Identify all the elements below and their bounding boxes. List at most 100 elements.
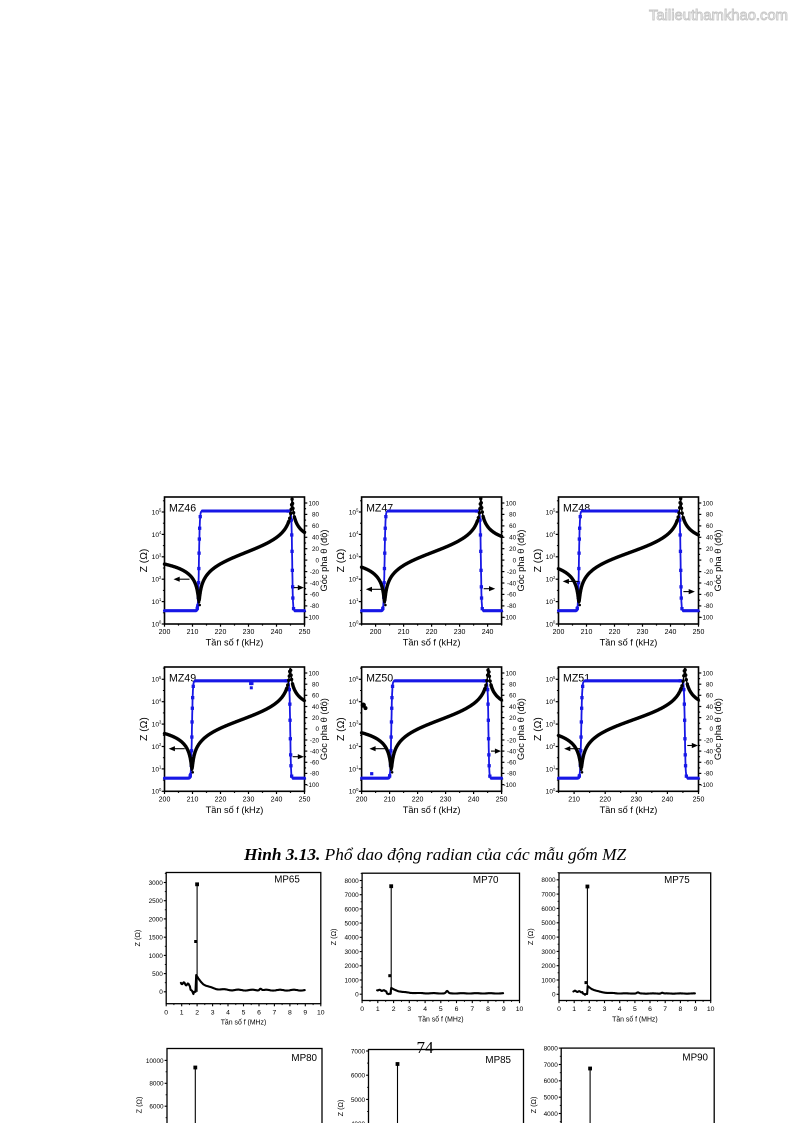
svg-text:Tần số f (kHz): Tần số f (kHz) bbox=[206, 805, 264, 815]
svg-text:100: 100 bbox=[702, 500, 713, 507]
svg-text:103: 103 bbox=[349, 720, 359, 729]
svg-text:-80: -80 bbox=[704, 603, 714, 610]
svg-text:250: 250 bbox=[693, 796, 705, 803]
svg-text:Tần số f (kHz): Tần số f (kHz) bbox=[206, 638, 264, 648]
svg-text:104: 104 bbox=[546, 530, 556, 539]
svg-text:Z (Ω): Z (Ω) bbox=[533, 549, 544, 573]
svg-text:3: 3 bbox=[603, 1006, 607, 1013]
svg-text:103: 103 bbox=[152, 720, 162, 729]
svg-text:1000: 1000 bbox=[344, 977, 359, 984]
svg-text:-80: -80 bbox=[507, 771, 517, 778]
svg-text:MP75: MP75 bbox=[664, 875, 690, 886]
svg-text:8000: 8000 bbox=[149, 1081, 164, 1088]
svg-text:101: 101 bbox=[546, 597, 556, 606]
svg-text:80: 80 bbox=[706, 682, 714, 689]
svg-text:10000: 10000 bbox=[146, 1058, 164, 1065]
svg-text:210: 210 bbox=[187, 796, 199, 803]
svg-text:250: 250 bbox=[693, 629, 705, 636]
svg-text:40: 40 bbox=[509, 535, 517, 542]
svg-text:200: 200 bbox=[159, 629, 171, 636]
svg-text:100: 100 bbox=[349, 787, 359, 796]
svg-text:250: 250 bbox=[299, 796, 311, 803]
svg-text:250: 250 bbox=[299, 629, 311, 636]
svg-text:-40: -40 bbox=[704, 580, 714, 587]
svg-text:102: 102 bbox=[349, 575, 359, 584]
svg-text:101: 101 bbox=[349, 597, 359, 606]
svg-text:60: 60 bbox=[509, 693, 517, 700]
svg-text:4000: 4000 bbox=[541, 935, 556, 942]
svg-text:6: 6 bbox=[648, 1006, 652, 1013]
svg-text:-80: -80 bbox=[704, 771, 714, 778]
svg-text:7000: 7000 bbox=[351, 1048, 366, 1055]
svg-text:104: 104 bbox=[546, 697, 556, 706]
svg-text:-100: -100 bbox=[700, 782, 713, 789]
svg-text:Z (Ω): Z (Ω) bbox=[336, 1100, 345, 1117]
svg-text:9: 9 bbox=[303, 1009, 307, 1016]
svg-text:6: 6 bbox=[455, 1006, 459, 1013]
svg-text:1000: 1000 bbox=[541, 977, 556, 984]
svg-text:0: 0 bbox=[709, 557, 713, 564]
svg-text:100: 100 bbox=[506, 670, 517, 677]
svg-text:230: 230 bbox=[630, 796, 642, 803]
svg-text:MP80: MP80 bbox=[291, 1053, 317, 1064]
svg-text:240: 240 bbox=[662, 796, 674, 803]
svg-text:105: 105 bbox=[349, 675, 359, 684]
svg-text:-40: -40 bbox=[310, 748, 320, 755]
svg-text:240: 240 bbox=[468, 796, 480, 803]
svg-text:MP90: MP90 bbox=[682, 1053, 708, 1064]
svg-text:Tần số f (kHz): Tần số f (kHz) bbox=[600, 805, 658, 815]
svg-text:Z (Ω): Z (Ω) bbox=[139, 549, 150, 573]
svg-text:4000: 4000 bbox=[351, 1121, 366, 1123]
svg-text:5000: 5000 bbox=[541, 920, 556, 927]
svg-text:1500: 1500 bbox=[149, 935, 164, 942]
svg-text:101: 101 bbox=[546, 765, 556, 774]
svg-text:250: 250 bbox=[496, 796, 508, 803]
svg-text:60: 60 bbox=[509, 523, 517, 530]
svg-text:-20: -20 bbox=[507, 569, 517, 576]
svg-text:104: 104 bbox=[349, 530, 359, 539]
svg-text:Z (Ω): Z (Ω) bbox=[139, 717, 150, 741]
svg-text:200: 200 bbox=[370, 629, 382, 636]
svg-text:Góc pha θ (độ): Góc pha θ (độ) bbox=[319, 698, 329, 760]
svg-text:-60: -60 bbox=[507, 592, 517, 599]
svg-text:1000: 1000 bbox=[149, 953, 164, 960]
svg-text:102: 102 bbox=[546, 742, 556, 751]
svg-text:-20: -20 bbox=[310, 737, 320, 744]
svg-text:105: 105 bbox=[546, 675, 556, 684]
svg-text:7000: 7000 bbox=[544, 1062, 559, 1069]
svg-text:Tần số f (MHz): Tần số f (MHz) bbox=[612, 1015, 658, 1024]
svg-text:210: 210 bbox=[581, 629, 593, 636]
svg-text:2: 2 bbox=[392, 1006, 396, 1013]
svg-text:103: 103 bbox=[546, 552, 556, 561]
svg-text:MZ48: MZ48 bbox=[563, 503, 590, 515]
svg-text:100: 100 bbox=[308, 670, 319, 677]
svg-text:40: 40 bbox=[312, 535, 320, 542]
svg-text:MZ46: MZ46 bbox=[169, 503, 196, 515]
svg-text:80: 80 bbox=[706, 512, 714, 519]
svg-text:104: 104 bbox=[152, 697, 162, 706]
svg-text:220: 220 bbox=[426, 629, 438, 636]
svg-text:-80: -80 bbox=[310, 603, 320, 610]
svg-text:100: 100 bbox=[308, 500, 319, 507]
svg-text:0: 0 bbox=[315, 726, 319, 733]
svg-text:8: 8 bbox=[486, 1006, 490, 1013]
svg-text:0: 0 bbox=[709, 726, 713, 733]
svg-text:80: 80 bbox=[509, 512, 517, 519]
svg-text:MP85: MP85 bbox=[485, 1055, 511, 1066]
svg-text:Z (Ω): Z (Ω) bbox=[329, 928, 338, 945]
svg-text:MP70: MP70 bbox=[473, 875, 499, 886]
svg-text:240: 240 bbox=[482, 629, 494, 636]
svg-text:Z (Ω): Z (Ω) bbox=[529, 1097, 538, 1114]
svg-text:3000: 3000 bbox=[149, 880, 164, 887]
svg-text:100: 100 bbox=[152, 787, 162, 796]
svg-text:5: 5 bbox=[242, 1009, 246, 1016]
svg-text:220: 220 bbox=[599, 796, 611, 803]
svg-text:-20: -20 bbox=[704, 737, 714, 744]
svg-text:40: 40 bbox=[509, 704, 517, 711]
svg-text:4000: 4000 bbox=[344, 935, 359, 942]
svg-text:4000: 4000 bbox=[544, 1111, 559, 1118]
svg-text:102: 102 bbox=[152, 742, 162, 751]
svg-text:230: 230 bbox=[454, 629, 466, 636]
svg-text:2000: 2000 bbox=[541, 963, 556, 970]
svg-text:MZ50: MZ50 bbox=[366, 673, 393, 685]
